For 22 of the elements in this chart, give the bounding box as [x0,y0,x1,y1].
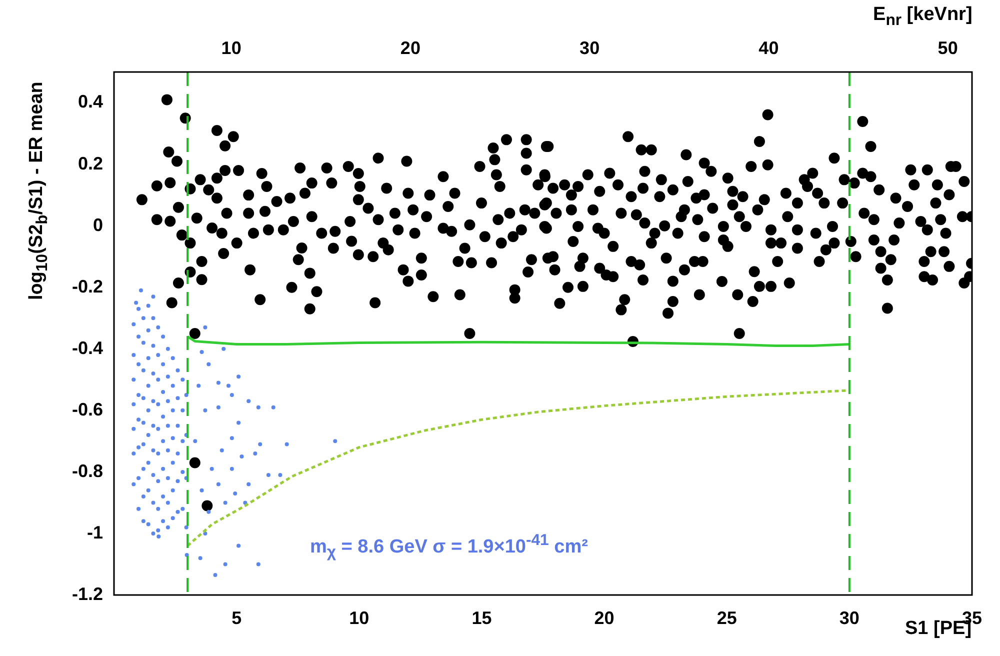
x2-tick-label: 10 [221,38,242,58]
y-tick-label: -0.2 [72,276,103,296]
x-tick-label: 20 [594,608,614,628]
y-tick-label: -0.8 [72,460,103,481]
x-tick-label: 30 [839,608,860,628]
x-tick-label: 15 [472,608,492,628]
y-tick-label: -1 [86,522,103,542]
x-tick-label: 5 [232,608,242,628]
y-tick-label: 0 [92,214,103,235]
x-tick-label: 10 [349,608,370,628]
x2-tick-label: 50 [938,38,958,58]
y-tick-label: -0.4 [72,338,103,358]
y-tick-label: -0.6 [72,399,103,420]
x2-axis-title: E$_{nr}$ [keVnr] [873,4,972,30]
y-tick-label: 0.4 [78,92,103,112]
annotation: m$_{χ}$ = 8.6 GeV σ = 1.9×10$^{-41}$ cm² [310,532,588,562]
y-tick-label: 0.2 [78,153,103,174]
x-tick-label: 25 [716,608,737,628]
x2-tick-label: 30 [580,38,600,58]
y-tick-label: -1.2 [72,584,103,604]
x2-tick-label: 20 [400,38,420,58]
x2-tick-label: 40 [758,38,779,58]
